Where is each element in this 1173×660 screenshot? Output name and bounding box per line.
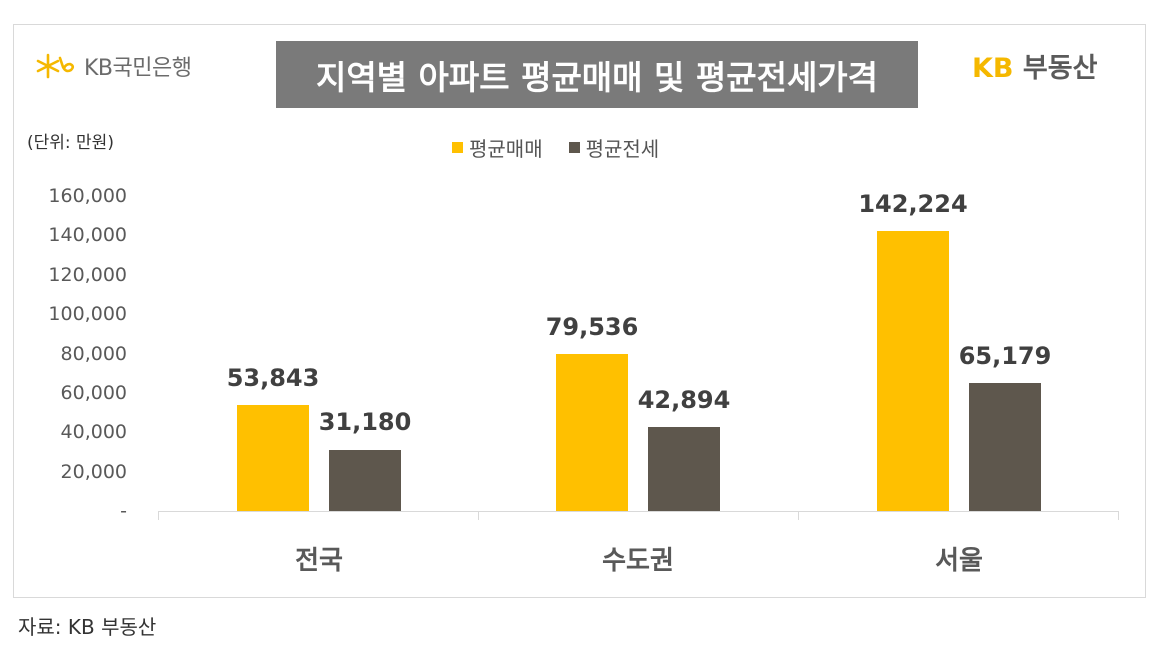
y-tick: 100,000 xyxy=(48,303,127,325)
x-axis-tick xyxy=(478,511,479,520)
bar-sale-capital xyxy=(556,354,628,511)
kb-bank-logo-text: KB국민은행 xyxy=(84,56,192,81)
kb-realestate-logo-kb: KB xyxy=(972,53,1014,84)
x-axis-tick xyxy=(1118,511,1119,520)
data-label-jeonse-capital: 42,894 xyxy=(637,386,731,414)
y-tick: 160,000 xyxy=(48,185,127,207)
source-note: 자료: KB 부동산 xyxy=(18,615,157,639)
legend-swatch-sale xyxy=(452,142,463,153)
bar-sale-nationwide xyxy=(237,405,309,511)
bar-jeonse-seoul xyxy=(969,383,1041,511)
bar-jeonse-nationwide xyxy=(329,450,401,511)
x-axis-line xyxy=(158,511,1119,512)
x-category-nationwide: 전국 xyxy=(295,546,343,576)
kb-realestate-logo: KB 부동산 xyxy=(972,46,1097,85)
legend-item-jeonse: 평균전세 xyxy=(568,133,660,162)
data-label-sale-capital: 79,536 xyxy=(545,313,639,341)
kb-bank-logo: KB국민은행 xyxy=(36,50,192,82)
y-tick: 20,000 xyxy=(60,461,127,483)
data-label-jeonse-seoul: 65,179 xyxy=(958,342,1052,370)
y-tick: 80,000 xyxy=(60,343,127,365)
x-category-seoul: 서울 xyxy=(935,546,983,576)
y-tick: 60,000 xyxy=(60,382,127,404)
legend-label-sale: 평균매매 xyxy=(469,137,543,161)
legend: 평균매매 평균전세 xyxy=(452,133,685,162)
unit-label: (단위: 만원) xyxy=(27,133,114,153)
data-label-sale-nationwide: 53,843 xyxy=(226,364,320,392)
x-axis-tick xyxy=(158,511,159,520)
kb-star-icon xyxy=(36,53,75,79)
y-tick: 40,000 xyxy=(60,421,127,443)
kb-realestate-logo-text: 부동산 xyxy=(1022,53,1098,84)
y-tick: 140,000 xyxy=(48,224,127,246)
chart-title: 지역별 아파트 평균매매 및 평균전세가격 xyxy=(276,41,918,108)
x-axis-tick xyxy=(798,511,799,520)
data-label-jeonse-nationwide: 31,180 xyxy=(318,408,412,436)
x-category-capital: 수도권 xyxy=(602,546,674,576)
y-tick: 120,000 xyxy=(48,264,127,286)
legend-label-jeonse: 평균전세 xyxy=(585,137,660,161)
data-label-sale-seoul: 142,224 xyxy=(858,190,968,218)
bar-sale-seoul xyxy=(877,231,949,511)
legend-item-sale: 평균매매 xyxy=(452,133,543,162)
legend-swatch-jeonse xyxy=(568,142,580,153)
y-tick: - xyxy=(120,500,127,522)
bar-jeonse-capital xyxy=(648,427,720,511)
